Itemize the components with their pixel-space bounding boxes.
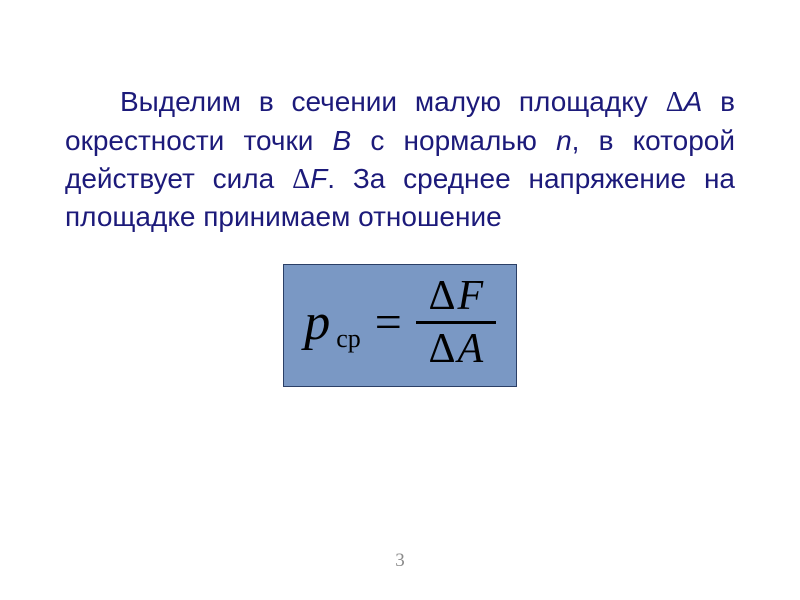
- fraction-numerator: ΔF: [420, 273, 491, 319]
- variable-f: F: [310, 163, 327, 194]
- fraction-denominator: ΔA: [420, 326, 491, 372]
- delta-symbol: Δ: [292, 164, 310, 195]
- formula-equals: =: [375, 299, 402, 347]
- variable-n: n: [556, 125, 572, 156]
- delta-symbol: Δ: [428, 326, 455, 372]
- variable-a: A: [684, 86, 703, 117]
- formula-subscript: ср: [336, 324, 361, 354]
- formula-container: pср = ΔF ΔA: [65, 264, 735, 387]
- formula-p: p: [304, 297, 330, 349]
- page-number: 3: [0, 550, 800, 572]
- delta-symbol: Δ: [666, 87, 684, 118]
- slide-container: Выделим в сечении малую площадку ΔA в ок…: [0, 0, 800, 600]
- formula-fraction: ΔF ΔA: [416, 273, 496, 372]
- delta-symbol: Δ: [428, 273, 455, 319]
- fraction-bar: [416, 321, 496, 324]
- text-segment: Выделим в сечении малую площадку: [120, 86, 666, 117]
- body-paragraph: Выделим в сечении малую площадку ΔA в ок…: [65, 83, 735, 236]
- variable-a: A: [457, 326, 483, 372]
- variable-f: F: [457, 273, 483, 319]
- variable-b: B: [333, 125, 352, 156]
- formula-box: pср = ΔF ΔA: [283, 264, 517, 387]
- text-segment: с нормалью: [351, 125, 556, 156]
